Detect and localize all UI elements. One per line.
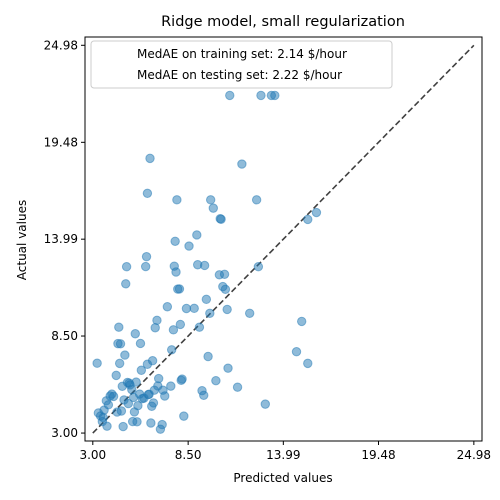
data-point — [216, 214, 226, 224]
x-tick-label: 3.00 — [79, 448, 106, 462]
data-points — [92, 90, 322, 434]
data-point — [184, 241, 194, 251]
legend-entry-test: MedAE on testing set: 2.22 $/hour — [137, 68, 342, 82]
y-axis: 3.00 8.50 13.99 19.48 24.98 — [44, 38, 85, 440]
data-point — [147, 356, 158, 366]
data-point — [256, 90, 266, 101]
data-point — [297, 316, 307, 327]
legend: MedAE on training set: 2.14 $/hour MedAE… — [90, 40, 393, 89]
data-point — [111, 370, 121, 381]
data-point — [133, 401, 143, 411]
data-point — [103, 400, 114, 410]
data-point — [118, 421, 128, 432]
y-tick-label: 19.48 — [44, 135, 78, 149]
data-point — [92, 358, 102, 368]
chart-title: Ridge model, small regularization — [161, 14, 405, 30]
data-point — [177, 374, 187, 384]
data-point — [311, 207, 322, 218]
data-point — [166, 345, 177, 355]
y-tick-label: 8.50 — [51, 329, 78, 343]
data-point — [225, 90, 235, 101]
data-point — [203, 351, 213, 362]
data-point — [171, 267, 181, 277]
data-point — [140, 261, 151, 272]
data-point — [291, 347, 302, 357]
data-point — [174, 284, 185, 294]
data-point — [223, 363, 233, 373]
x-axis: 3.00 8.50 13.99 19.48 24.98 — [79, 441, 491, 462]
data-point — [205, 308, 215, 318]
data-point — [201, 294, 212, 305]
y-axis-label: Actual values — [15, 200, 29, 280]
data-point — [199, 390, 209, 401]
reference-line-layer — [92, 44, 475, 434]
data-point — [170, 236, 180, 246]
data-point — [179, 411, 189, 421]
data-point — [148, 398, 159, 408]
data-point — [253, 262, 264, 272]
data-point — [303, 214, 313, 225]
data-point — [152, 315, 162, 326]
data-point — [157, 419, 167, 430]
data-point — [127, 384, 137, 395]
data-point — [146, 418, 156, 428]
y-tick-label: 24.98 — [44, 38, 78, 52]
y-tick-label: 13.99 — [44, 232, 78, 246]
data-point — [244, 308, 255, 318]
reference-diagonal-line — [92, 44, 475, 434]
data-point — [135, 338, 146, 349]
data-point — [116, 406, 127, 416]
data-point — [132, 417, 142, 427]
data-point — [114, 358, 125, 369]
data-point — [208, 203, 218, 213]
data-point — [131, 377, 141, 387]
data-point — [270, 90, 280, 101]
data-point — [114, 322, 124, 332]
data-point — [192, 230, 202, 240]
data-point — [115, 339, 126, 349]
data-point — [102, 421, 112, 431]
data-point — [120, 350, 130, 360]
data-point — [232, 382, 243, 392]
data-point — [175, 319, 186, 330]
data-point — [123, 398, 134, 409]
legend-box — [90, 40, 393, 89]
data-point — [153, 373, 164, 384]
y-tick-label: 3.00 — [51, 426, 78, 440]
data-point — [199, 260, 210, 271]
data-point — [222, 304, 232, 315]
data-point — [260, 399, 270, 409]
x-tick-label: 8.50 — [175, 448, 202, 462]
data-point — [145, 153, 155, 164]
data-point — [142, 188, 153, 199]
data-point — [181, 303, 192, 314]
data-point — [211, 375, 221, 386]
data-point — [194, 322, 205, 332]
x-tick-label: 24.98 — [457, 448, 491, 462]
data-point — [141, 251, 152, 262]
data-point — [130, 329, 140, 339]
x-tick-label: 13.99 — [266, 448, 300, 462]
data-point — [136, 365, 147, 375]
legend-entry-train: MedAE on training set: 2.14 $/hour — [137, 47, 347, 61]
data-point — [160, 391, 170, 401]
data-point — [220, 284, 231, 294]
data-point — [237, 159, 247, 169]
data-point — [121, 262, 132, 272]
x-axis-label: Predicted values — [233, 471, 332, 485]
data-point — [168, 325, 179, 335]
data-point — [251, 195, 262, 205]
data-point — [166, 381, 176, 391]
x-tick-label: 19.48 — [361, 448, 395, 462]
data-point — [219, 269, 230, 279]
data-point — [108, 391, 119, 402]
data-point — [205, 195, 216, 205]
data-point — [162, 302, 173, 312]
data-point — [121, 279, 131, 289]
data-point — [303, 358, 313, 369]
data-point — [189, 303, 199, 314]
data-point — [172, 195, 182, 205]
